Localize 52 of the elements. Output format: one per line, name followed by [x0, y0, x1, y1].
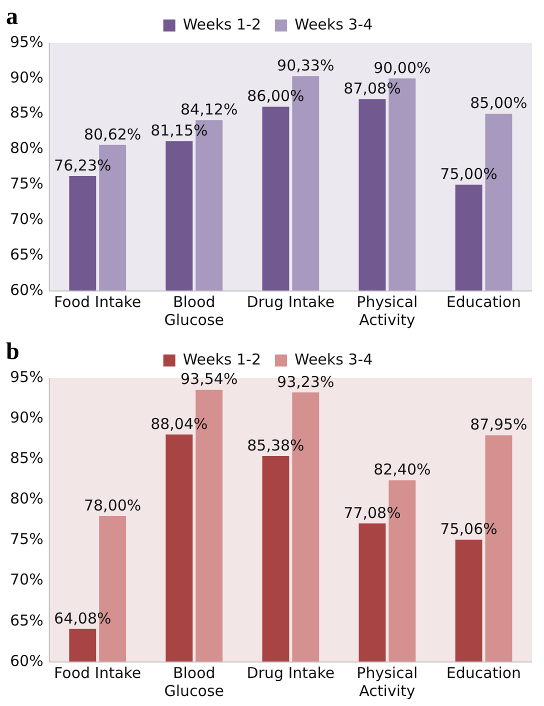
- y-tick-label: 90%: [10, 408, 44, 426]
- data-label: 75,06%: [440, 520, 498, 538]
- x-tick-label: Food Intake: [54, 292, 142, 311]
- data-label: 93,54%: [180, 370, 238, 388]
- legend-label: Weeks 1-2: [182, 15, 262, 34]
- x-tick-label: Blood Glucose: [164, 664, 224, 700]
- data-label: 77,08%: [344, 504, 401, 522]
- x-tick-label: Education: [446, 292, 522, 311]
- data-label: 76,23%: [54, 156, 112, 174]
- y-tick-label: 60%: [10, 652, 44, 670]
- x-tick-label: Physical Activity: [356, 292, 418, 329]
- y-tick-label: 85%: [10, 449, 44, 468]
- y-tick-label: 95%: [10, 368, 44, 386]
- y-tick-label: 70%: [10, 570, 44, 589]
- data-label: 81,15%: [150, 122, 208, 140]
- x-tick-label: Drug Intake: [246, 292, 335, 311]
- y-tick-label: 80%: [10, 139, 44, 158]
- data-label: 78,00%: [84, 496, 142, 514]
- data-label: 75,00%: [440, 165, 498, 184]
- x-tick-label: Food Intake: [54, 664, 142, 682]
- x-tick-label: Drug Intake: [246, 664, 335, 682]
- data-label: 82,40%: [374, 460, 431, 479]
- data-label: 84,12%: [180, 100, 238, 118]
- y-tick-label: 60%: [10, 280, 44, 299]
- data-label: 64,08%: [54, 609, 112, 628]
- y-tick-label: 75%: [10, 530, 44, 548]
- legend-label: Weeks 3-4: [294, 15, 373, 34]
- x-tick-label: Education: [446, 664, 522, 682]
- data-label: 90,00%: [374, 58, 431, 77]
- y-tick-label: 65%: [10, 611, 44, 630]
- data-label: 93,23%: [277, 372, 334, 391]
- data-label: 85,00%: [470, 94, 528, 112]
- data-label: 88,04%: [150, 414, 208, 433]
- data-label: 85,38%: [247, 436, 304, 454]
- data-label: 87,95%: [470, 416, 528, 434]
- y-tick-label: 95%: [10, 32, 44, 51]
- chart-title: b: [6, 339, 20, 365]
- legend-label: Weeks 1-2: [182, 350, 262, 368]
- data-label: 90,33%: [277, 56, 334, 74]
- y-tick-label: 75%: [10, 174, 44, 193]
- data-label: 87,08%: [344, 80, 401, 98]
- y-tick-label: 85%: [10, 104, 44, 122]
- y-tick-label: 65%: [10, 245, 44, 264]
- legend-label: Weeks 3-4: [294, 350, 373, 368]
- y-tick-label: 80%: [10, 490, 44, 508]
- y-tick-label: 90%: [10, 68, 44, 86]
- x-tick-label: Blood Glucose: [164, 292, 224, 329]
- y-tick-label: 70%: [10, 210, 44, 228]
- data-label: 86,00%: [247, 87, 304, 106]
- data-label: 80,62%: [84, 125, 142, 144]
- chart-title: a: [6, 4, 18, 30]
- x-tick-label: Physical Activity: [356, 664, 418, 700]
